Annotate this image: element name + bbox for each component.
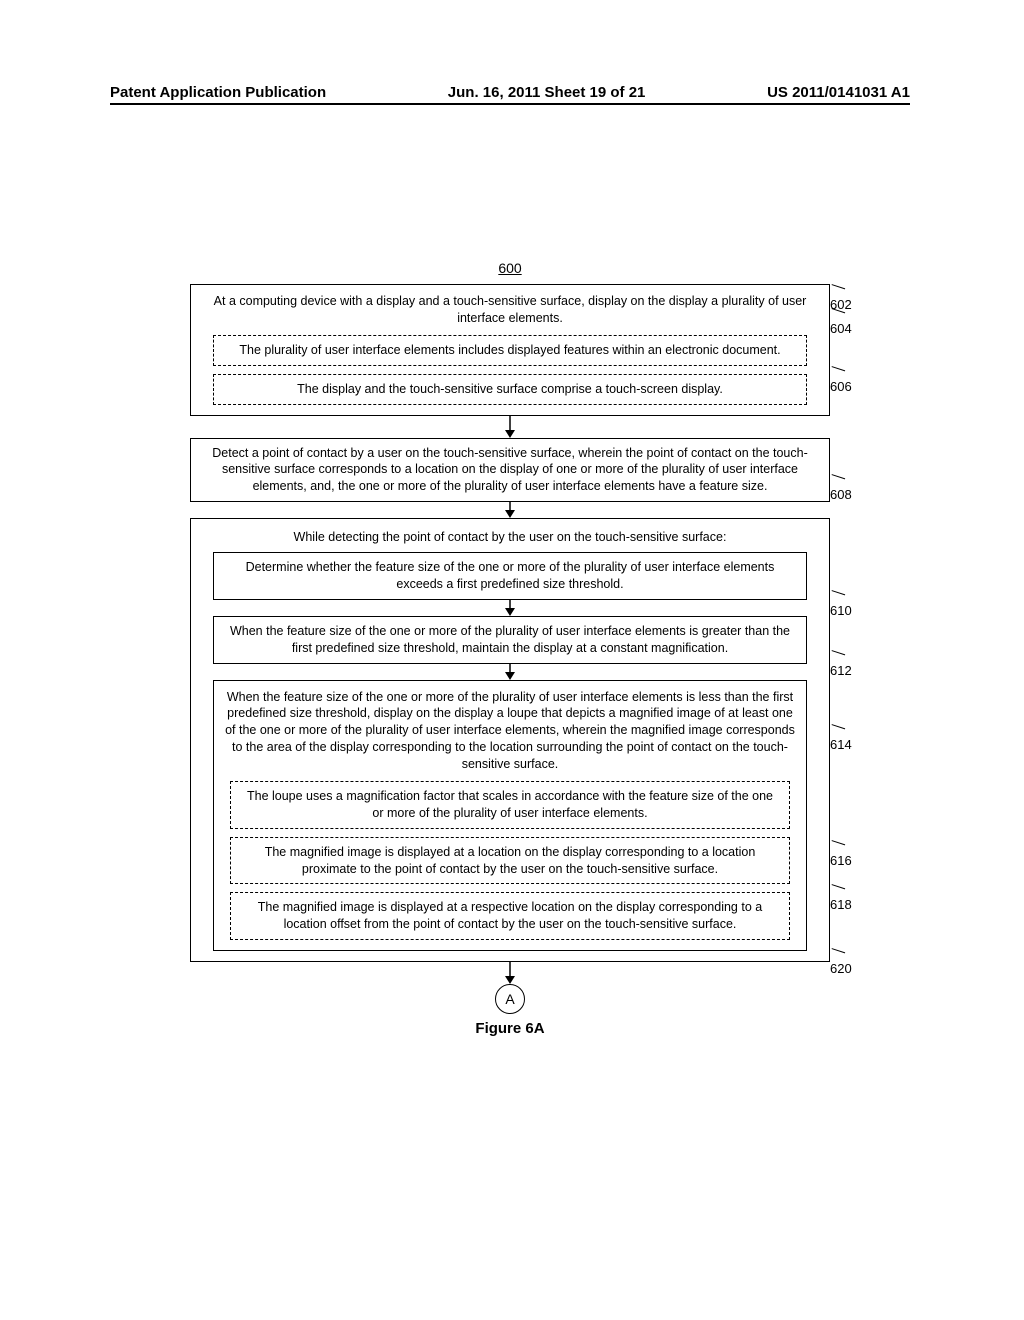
step-610-box: Determine whether the feature size of th…	[213, 552, 806, 600]
step-602-text: At a computing device with a display and…	[201, 293, 819, 327]
step-620-box: The magnified image is displayed at a re…	[230, 892, 790, 940]
arrow-down-icon	[503, 664, 517, 680]
figure-number: 600	[190, 260, 830, 276]
arrow-down-icon	[503, 600, 517, 616]
figure-caption: Figure 6A	[190, 1020, 830, 1037]
while-detecting-header: While detecting the point of contact by …	[201, 527, 819, 552]
arrow-down-icon	[503, 962, 517, 984]
ref-608: 608	[830, 472, 852, 502]
ref-618: 618	[830, 882, 852, 912]
ref-606: 606	[830, 364, 852, 394]
ref-610: 610	[830, 588, 852, 618]
step-614-text: When the feature size of the one or more…	[224, 689, 795, 773]
arrow-612-to-614	[201, 664, 819, 680]
page-header-region: Patent Application Publication Jun. 16, …	[110, 84, 910, 105]
connector-a: A	[495, 984, 525, 1014]
flowchart-diagram: 600 At a computing device with a display…	[190, 260, 830, 1037]
ref-604: 604	[830, 306, 852, 336]
ref-620: 620	[830, 946, 852, 976]
step-614-container: When the feature size of the one or more…	[213, 680, 806, 952]
arrow-610-to-612	[201, 600, 819, 616]
header-left: Patent Application Publication	[110, 84, 326, 101]
arrow-down-icon	[503, 502, 517, 518]
step-616-text: The loupe uses a magnification factor th…	[247, 789, 773, 820]
step-606-box: The display and the touch-sensitive surf…	[213, 374, 806, 405]
arrow-down-icon	[503, 416, 517, 438]
header-center: Jun. 16, 2011 Sheet 19 of 21	[448, 84, 646, 101]
step-602-container: At a computing device with a display and…	[190, 284, 830, 416]
step-612-box: When the feature size of the one or more…	[213, 616, 806, 664]
header-right: US 2011/0141031 A1	[767, 84, 910, 101]
ref-614: 614	[830, 722, 852, 752]
arrow-608-to-container	[190, 502, 830, 518]
step-604-text: The plurality of user interface elements…	[239, 343, 780, 357]
step-620-text: The magnified image is displayed at a re…	[258, 900, 762, 931]
step-608-box: Detect a point of contact by a user on t…	[190, 438, 830, 503]
step-610-text: Determine whether the feature size of th…	[246, 560, 775, 591]
step-616-box: The loupe uses a magnification factor th…	[230, 781, 790, 829]
step-606-text: The display and the touch-sensitive surf…	[297, 382, 723, 396]
step-608-text: Detect a point of contact by a user on t…	[212, 446, 808, 494]
step-604-box: The plurality of user interface elements…	[213, 335, 806, 366]
connector-a-label: A	[505, 991, 514, 1007]
step-612-text: When the feature size of the one or more…	[230, 624, 790, 655]
publication-header: Patent Application Publication Jun. 16, …	[110, 84, 910, 105]
ref-616: 616	[830, 838, 852, 868]
arrow-602-to-608	[190, 416, 830, 438]
step-618-box: The magnified image is displayed at a lo…	[230, 837, 790, 885]
ref-612: 612	[830, 648, 852, 678]
step-618-text: The magnified image is displayed at a lo…	[265, 845, 756, 876]
while-detecting-container: While detecting the point of contact by …	[190, 518, 830, 962]
arrow-container-to-connector	[190, 962, 830, 984]
